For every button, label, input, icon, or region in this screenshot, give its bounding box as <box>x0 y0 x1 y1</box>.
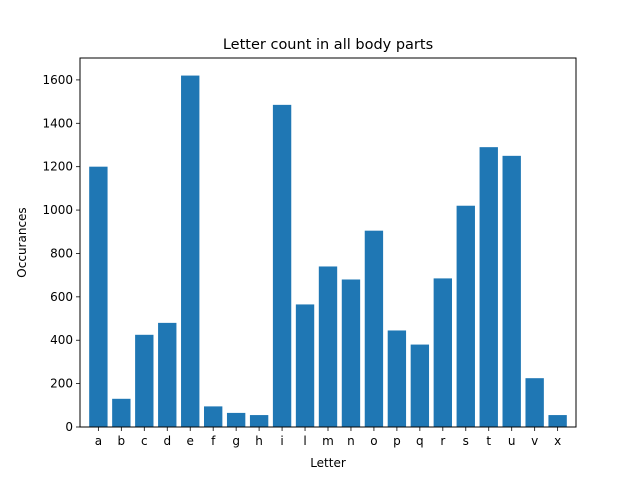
y-tick-label: 800 <box>50 246 73 260</box>
bar-m <box>318 266 338 427</box>
x-tick-label: e <box>187 434 194 448</box>
chart-title: Letter count in all body parts <box>223 37 433 53</box>
x-tick-label: m <box>322 434 334 448</box>
bar-u <box>502 155 521 427</box>
y-tick-label: 1200 <box>42 160 73 174</box>
x-tick-label: c <box>141 434 148 448</box>
x-tick-label: l <box>303 434 306 448</box>
bar-d <box>158 322 177 427</box>
bar-o <box>364 230 384 427</box>
bar-p <box>387 330 407 427</box>
x-tick-label: r <box>440 434 445 448</box>
bar-b <box>112 398 131 427</box>
bar-t <box>479 147 498 427</box>
bar-a <box>89 166 108 427</box>
y-tick-label: 600 <box>50 290 73 304</box>
bar-s <box>456 205 475 427</box>
x-tick-label: t <box>486 434 491 448</box>
x-tick-label: o <box>370 434 377 448</box>
x-tick-label: b <box>118 434 126 448</box>
bar-e <box>181 75 200 427</box>
y-tick-label: 1000 <box>42 203 73 217</box>
bar-f <box>204 406 223 427</box>
bar-r <box>433 278 452 427</box>
bars-group <box>89 75 567 428</box>
x-axis-label: Letter <box>310 456 346 470</box>
x-tick-label: p <box>393 434 401 448</box>
bar-c <box>135 334 154 427</box>
x-tick-label: q <box>416 434 424 448</box>
bar-h <box>249 415 269 427</box>
x-tick-label: n <box>347 434 355 448</box>
bar-l <box>295 304 315 427</box>
x-tick-label: d <box>163 434 171 448</box>
x-tick-label: x <box>554 434 561 448</box>
bar-v <box>525 378 544 427</box>
y-tick-label: 1600 <box>42 73 73 87</box>
y-axis-label: Occurances <box>15 207 29 277</box>
x-tick-label: s <box>463 434 469 448</box>
y-tick-label: 1400 <box>42 116 73 130</box>
bar-n <box>341 279 361 427</box>
bar-g <box>226 412 246 427</box>
x-tick-label: i <box>280 434 283 448</box>
bar-x <box>548 415 567 427</box>
x-tick-label: g <box>232 434 240 448</box>
x-tick-label: h <box>255 434 263 448</box>
y-tick-label: 200 <box>50 377 73 391</box>
x-tick-label: u <box>508 434 516 448</box>
y-axis-ticks: 0 200 400 600 800 1000 1200 1400 1600 <box>42 73 80 434</box>
plot-frame <box>79 57 577 428</box>
y-tick-label: 400 <box>50 333 73 347</box>
x-tick-label: f <box>211 434 216 448</box>
y-tick-label: 0 <box>65 420 73 434</box>
x-tick-label: a <box>95 434 102 448</box>
bar-i <box>272 104 292 428</box>
bar-q <box>410 344 430 427</box>
x-tick-label: v <box>531 434 538 448</box>
